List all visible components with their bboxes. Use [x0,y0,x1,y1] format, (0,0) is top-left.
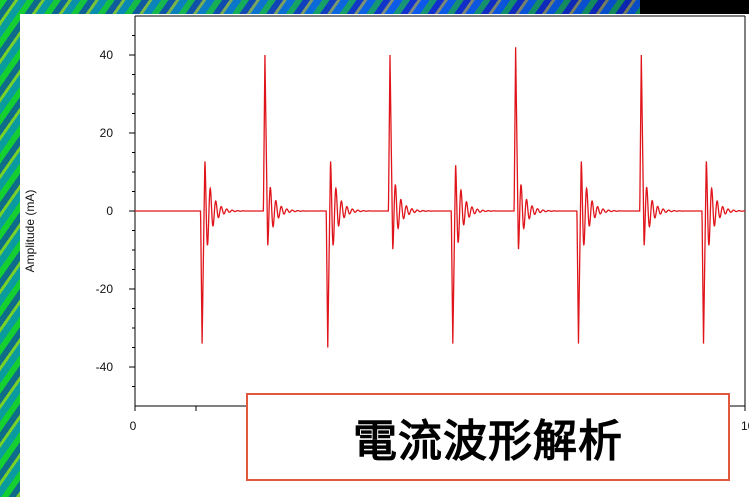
y-tick-label: 0 [106,204,113,218]
x-tick-label: 100 [741,419,749,433]
title-box: 電流波形解析 [246,393,730,481]
slide-title: 電流波形解析 [353,416,623,467]
y-tick-label: 20 [100,126,114,140]
chart-tick-labels: 40 20 0 -20 -40 0 100 [96,48,749,433]
chart-ticks [129,35,746,411]
y-tick-label: -20 [96,282,114,296]
y-tick-label: 40 [100,48,114,62]
y-axis-label: Amplitude (mA) [23,190,37,273]
x-tick-label: 0 [130,419,137,433]
y-tick-label: -40 [96,360,114,374]
waveform-chart: 40 20 0 -20 -40 0 100 Amplitude (mA) [23,15,749,433]
series-line [135,47,746,348]
